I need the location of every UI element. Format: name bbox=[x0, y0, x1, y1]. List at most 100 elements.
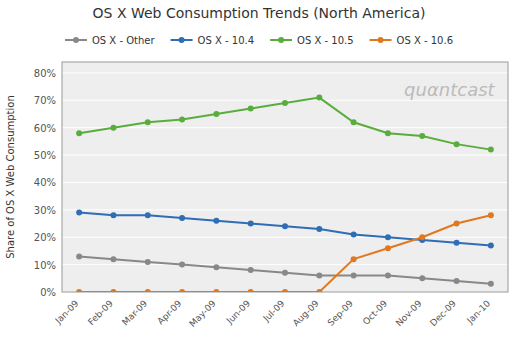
grid-line bbox=[62, 209, 508, 210]
data-point bbox=[385, 245, 391, 251]
data-point bbox=[179, 262, 185, 268]
data-point bbox=[385, 273, 391, 279]
x-tick-label: Jul-09 bbox=[261, 298, 287, 324]
legend-marker bbox=[73, 37, 79, 43]
legend-item: OS X - 10.6 bbox=[370, 35, 453, 46]
x-tick-label: Feb-09 bbox=[86, 298, 115, 327]
data-point bbox=[179, 117, 185, 123]
grid-line bbox=[62, 72, 508, 73]
data-point bbox=[454, 240, 460, 246]
grid-line bbox=[62, 237, 508, 238]
data-point bbox=[248, 221, 254, 227]
x-tick-label: Dec-09 bbox=[428, 298, 458, 328]
data-point bbox=[282, 100, 288, 106]
series-group bbox=[76, 95, 494, 292]
legend-label: OS X - 10.6 bbox=[397, 35, 453, 46]
data-point bbox=[248, 106, 254, 112]
series-line bbox=[79, 256, 491, 283]
data-point bbox=[282, 223, 288, 229]
legend-item: OS X - Other bbox=[65, 35, 155, 46]
legend-marker bbox=[179, 37, 185, 43]
legend-item: OS X - 10.4 bbox=[171, 35, 254, 46]
data-point bbox=[179, 215, 185, 221]
data-point bbox=[351, 256, 357, 262]
x-tick-label: Jun-09 bbox=[224, 298, 252, 326]
data-point bbox=[385, 234, 391, 240]
legend-label: OS X - Other bbox=[92, 35, 155, 46]
data-point bbox=[282, 289, 288, 292]
chart: OS X Web Consumption Trends (North Ameri… bbox=[0, 0, 518, 355]
plot-frame bbox=[62, 62, 508, 292]
x-tick-label: Sep-09 bbox=[326, 298, 356, 328]
y-tick-label: 0% bbox=[40, 287, 56, 298]
y-tick-label: 20% bbox=[34, 232, 56, 243]
data-point bbox=[316, 226, 322, 232]
data-point bbox=[419, 275, 425, 281]
data-point bbox=[76, 289, 82, 292]
data-point bbox=[488, 212, 494, 218]
y-tick-label: 80% bbox=[34, 68, 56, 79]
legend-label: OS X - 10.4 bbox=[198, 35, 254, 46]
data-point bbox=[316, 273, 322, 279]
legend-marker bbox=[278, 37, 284, 43]
x-tick-label: Jan-10 bbox=[464, 298, 492, 326]
data-point bbox=[248, 289, 254, 292]
data-point bbox=[419, 133, 425, 139]
data-point bbox=[145, 289, 151, 292]
legend-label: OS X - 10.5 bbox=[297, 35, 353, 46]
data-point bbox=[76, 253, 82, 259]
data-point bbox=[351, 273, 357, 279]
data-point bbox=[454, 278, 460, 284]
series-line bbox=[79, 98, 491, 150]
data-point bbox=[213, 289, 219, 292]
legend-marker bbox=[378, 37, 384, 43]
annotation: quαntcast bbox=[404, 79, 495, 100]
data-point bbox=[110, 289, 116, 292]
x-tick-label: Apr-09 bbox=[155, 298, 183, 326]
title: OS X Web Consumption Trends (North Ameri… bbox=[93, 5, 426, 21]
data-point bbox=[145, 212, 151, 218]
data-point bbox=[488, 147, 494, 153]
data-point bbox=[488, 281, 494, 287]
y-axis-label: Share of OS X Web Consumption bbox=[5, 95, 16, 259]
data-point bbox=[76, 130, 82, 136]
data-point bbox=[76, 210, 82, 216]
data-point bbox=[385, 130, 391, 136]
x-tick-label: Mar-09 bbox=[120, 298, 149, 327]
y-tick-label: 10% bbox=[34, 260, 56, 271]
plot-area bbox=[62, 62, 508, 292]
grid-line bbox=[62, 182, 508, 183]
data-point bbox=[145, 119, 151, 125]
legend-item: OS X - 10.5 bbox=[270, 35, 353, 46]
data-point bbox=[110, 212, 116, 218]
data-point bbox=[454, 221, 460, 227]
x-tick-label: Aug-09 bbox=[291, 298, 321, 328]
grid-line bbox=[62, 264, 508, 265]
series-line bbox=[79, 215, 491, 292]
y-tick-label: 70% bbox=[34, 95, 56, 106]
x-tick-label: Jan-09 bbox=[53, 298, 81, 326]
data-point bbox=[351, 232, 357, 238]
data-point bbox=[316, 289, 322, 292]
series-line bbox=[79, 213, 491, 246]
x-tick-label: Oct-09 bbox=[361, 298, 390, 327]
data-point bbox=[145, 259, 151, 265]
y-tick-label: 40% bbox=[34, 177, 56, 188]
data-point bbox=[488, 242, 494, 248]
data-point bbox=[316, 95, 322, 101]
data-point bbox=[213, 111, 219, 117]
data-point bbox=[351, 119, 357, 125]
x-tick-label: May-09 bbox=[187, 298, 218, 329]
data-point bbox=[419, 234, 425, 240]
data-point bbox=[454, 141, 460, 147]
data-point bbox=[213, 264, 219, 270]
x-tick-label: Nov-09 bbox=[394, 298, 424, 328]
data-point bbox=[213, 218, 219, 224]
y-tick-label: 50% bbox=[34, 150, 56, 161]
data-point bbox=[248, 267, 254, 273]
y-tick-label: 60% bbox=[34, 123, 56, 134]
data-point bbox=[110, 125, 116, 131]
data-point bbox=[282, 270, 288, 276]
legend: OS X - Other OS X - 10.4 OS X - 10.5 OS X -… bbox=[65, 35, 453, 46]
grid-line bbox=[62, 127, 508, 128]
